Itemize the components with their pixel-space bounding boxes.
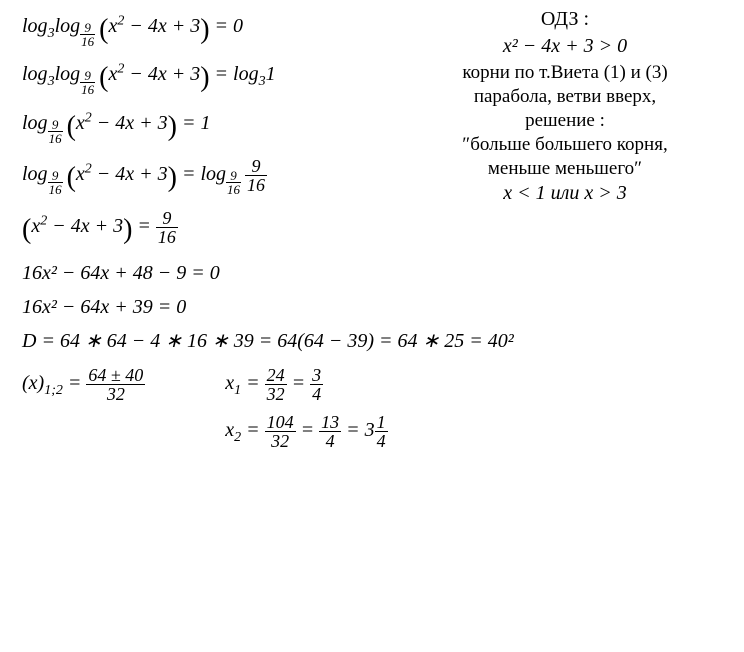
roots-column: x1 = 2432 = 34 x2 = 10432 = 134 = 314 (225, 366, 387, 450)
odz-line-3: корни по т.Виета (1) и (3) (410, 62, 720, 84)
log-text: log (55, 15, 81, 37)
paren-right: ) (200, 14, 209, 45)
eq-line-8: D = 64 ∗ 64 − 4 ∗ 16 ∗ 39 = 64(64 − 39) … (22, 328, 722, 354)
right-column: ОДЗ : x² − 4x + 3 > 0 корни по т.Виета (… (410, 8, 720, 205)
eq-line-4: log916(x2 − 4x + 3) = log916916 (22, 157, 422, 196)
eq-line-11: x2 = 10432 = 134 = 314 (225, 413, 387, 450)
roots-row: (x)1;2 = 64 ± 4032 x1 = 2432 = 34 x2 = 1… (22, 366, 422, 450)
eq-line-5: (x2 − 4x + 3) = 916 (22, 209, 422, 248)
odz-line-7: меньше меньшего″ (410, 158, 720, 180)
base-frac: 916 (80, 21, 95, 48)
eq-line-10: x1 = 2432 = 34 (225, 366, 387, 403)
left-column: log3log916(x2 − 4x + 3) = 0 log3log916(x… (22, 12, 422, 450)
eq-line-9: (x)1;2 = 64 ± 4032 (22, 366, 145, 450)
odz-line-4: парабола, ветви вверх, (410, 86, 720, 108)
log-base: 3 (48, 26, 55, 41)
odz-inequality: x² − 4x + 3 > 0 (410, 35, 720, 58)
eq-line-6: 16x² − 64x + 48 − 9 = 0 (22, 260, 422, 286)
log-text: log (22, 15, 48, 37)
eq-line-3: log916(x2 − 4x + 3) = 1 (22, 109, 422, 145)
odz-heading: ОДЗ : (410, 8, 720, 31)
eq-line-1: log3log916(x2 − 4x + 3) = 0 (22, 12, 422, 48)
odz-line-5: решение : (410, 110, 720, 132)
odz-line-8: x < 1 или x > 3 (410, 182, 720, 205)
eq-line-2: log3log916(x2 − 4x + 3) = log31 (22, 60, 422, 96)
eq-line-7: 16x² − 64x + 39 = 0 (22, 294, 422, 320)
odz-line-6: ″больше большего корня, (410, 134, 720, 156)
